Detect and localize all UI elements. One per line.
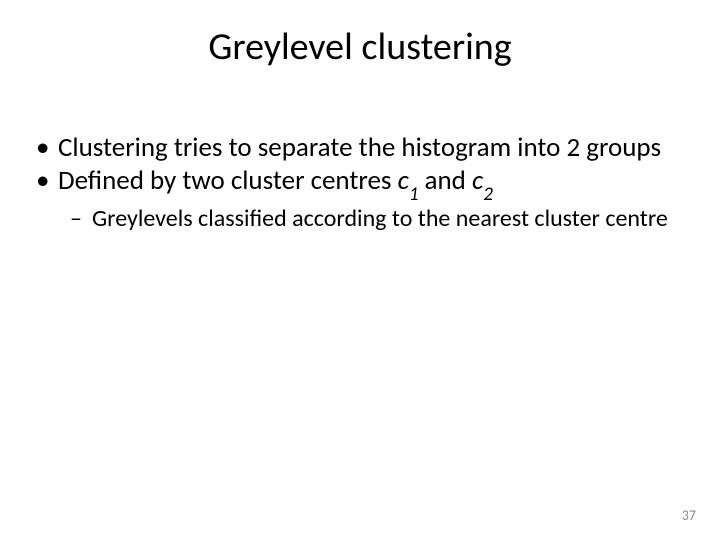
page-number: 37 bbox=[682, 507, 696, 524]
bullet-item-1: Clustering tries to separate the histogr… bbox=[58, 132, 668, 165]
slide-title: Greylevel clustering bbox=[0, 24, 720, 70]
bullet-list: Clustering tries to separate the histogr… bbox=[58, 132, 668, 234]
slide: Greylevel clustering Clustering tries to… bbox=[0, 0, 720, 540]
bullet-sub-item-1: Greylevels classified according to the n… bbox=[92, 204, 668, 234]
bullet-text: Clustering tries to separate the histogr… bbox=[58, 131, 661, 164]
bullet-text: Greylevels classified according to the n… bbox=[92, 204, 668, 233]
bullet-item-2: Defined by two cluster centres c1 and c2 bbox=[58, 165, 668, 202]
var-c1-c: c bbox=[398, 164, 409, 197]
bullet-text-prefix: Defined by two cluster centres bbox=[58, 164, 398, 197]
bullet-text-mid: and bbox=[418, 164, 472, 197]
var-c2-c: c bbox=[472, 164, 483, 197]
